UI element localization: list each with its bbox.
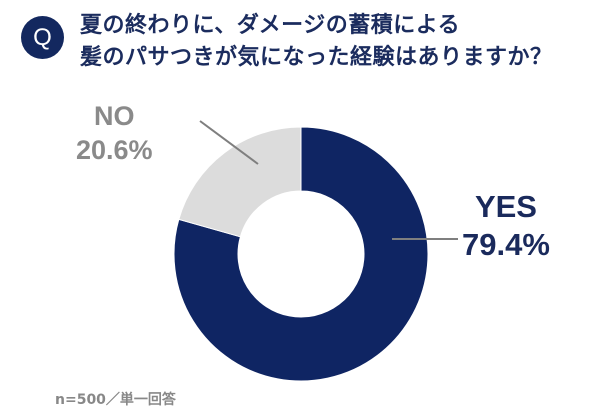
sample-size-note: n=500／単一回答	[55, 392, 176, 408]
donut-slices	[173, 126, 429, 382]
yes-label-value: 79.4%	[462, 227, 550, 262]
question-title: 夏の終わりに、ダメージの蓄積による 髪のパサつきが気になった経験はありますか？	[80, 10, 553, 74]
question-badge-letter: Q	[33, 23, 52, 51]
yes-label: YES 79.4%	[462, 188, 550, 264]
question-line-1: 夏の終わりに、ダメージの蓄積による	[80, 13, 461, 38]
yes-label-name: YES	[474, 189, 537, 224]
question-line-2: 髪のパサつきが気になった経験はありますか？	[80, 45, 553, 70]
donut-slice-no	[178, 126, 302, 238]
question-badge: Q	[21, 16, 64, 59]
no-leader-line	[199, 120, 259, 165]
no-label-name: NO	[94, 101, 135, 131]
no-label-value: 20.6%	[76, 135, 153, 165]
no-label: NO 20.6%	[76, 99, 153, 167]
donut-slice-yes	[173, 126, 429, 382]
